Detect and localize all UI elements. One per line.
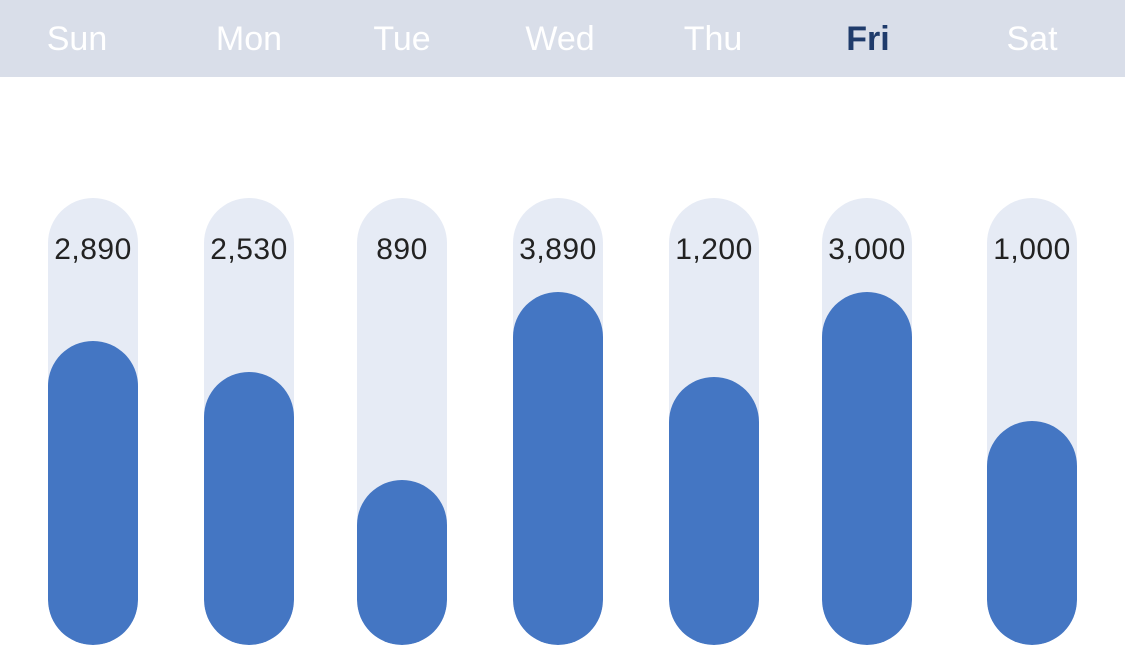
bar-sun	[48, 341, 138, 645]
bar-track-sun[interactable]	[48, 198, 138, 645]
day-tab-sun[interactable]: Sun	[46, 20, 108, 58]
day-tab-tue[interactable]: Tue	[373, 20, 431, 58]
day-tab-thu[interactable]: Thu	[683, 20, 743, 58]
bar-mon	[204, 372, 294, 645]
day-selector-bar: Sun Mon Tue Wed Thu Fri Sat	[0, 0, 1125, 77]
bar-sat	[987, 421, 1077, 645]
bar-value-label-fri: 3,000	[828, 233, 906, 266]
day-tab-sat[interactable]: Sat	[1006, 20, 1058, 58]
bar-tue	[357, 480, 447, 645]
bar-track-fri[interactable]	[822, 198, 912, 645]
bar-wed	[513, 292, 603, 645]
bar-track-thu[interactable]	[669, 198, 759, 645]
bar-value-label-tue: 890	[376, 233, 428, 266]
bar-track-mon[interactable]	[204, 198, 294, 645]
bar-track-wed[interactable]	[513, 198, 603, 645]
day-tab-wed[interactable]: Wed	[525, 20, 595, 58]
bar-thu	[669, 377, 759, 645]
day-tab-mon[interactable]: Mon	[215, 20, 283, 58]
bar-value-label-thu: 1,200	[675, 233, 753, 266]
bar-value-label-sun: 2,890	[54, 233, 132, 266]
bar-value-label-mon: 2,530	[210, 233, 288, 266]
bar-value-label-wed: 3,890	[519, 233, 597, 266]
bar-track-sat[interactable]	[987, 198, 1077, 645]
bar-track-tue[interactable]	[357, 198, 447, 645]
day-tab-fri[interactable]: Fri	[846, 20, 890, 58]
bar-value-label-sat: 1,000	[993, 233, 1071, 266]
bar-fri	[822, 292, 912, 645]
